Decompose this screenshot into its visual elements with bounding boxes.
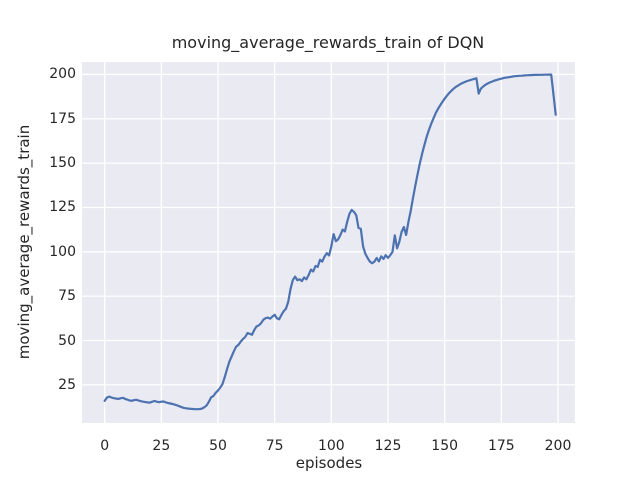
x-tick-label: 200 bbox=[544, 438, 572, 454]
x-tick-label: 150 bbox=[431, 438, 459, 454]
x-tick-label: 75 bbox=[265, 438, 284, 454]
x-tick-label: 100 bbox=[317, 438, 345, 454]
y-tick-label: 200 bbox=[49, 66, 76, 83]
line-series-dqn bbox=[103, 73, 557, 411]
x-tick-label: 25 bbox=[152, 438, 171, 454]
y-tick-label: 175 bbox=[49, 110, 76, 127]
y-tick-label: 125 bbox=[49, 199, 76, 216]
y-tick-label: 25 bbox=[58, 376, 76, 393]
plot-background bbox=[82, 62, 575, 423]
x-tick-label: 0 bbox=[100, 438, 110, 454]
y-tick-label: 100 bbox=[49, 243, 76, 260]
chart-title: moving_average_rewards_train of DQN bbox=[171, 33, 485, 52]
x-tick-label: 50 bbox=[209, 438, 227, 454]
y-tick-label: 75 bbox=[58, 288, 76, 305]
x-tick-label: 175 bbox=[487, 438, 515, 454]
x-axis-label: episodes bbox=[295, 454, 363, 472]
y-tick-label: 50 bbox=[58, 332, 76, 349]
x-tick-label: 125 bbox=[374, 438, 402, 454]
y-tick-label: 150 bbox=[49, 155, 76, 172]
